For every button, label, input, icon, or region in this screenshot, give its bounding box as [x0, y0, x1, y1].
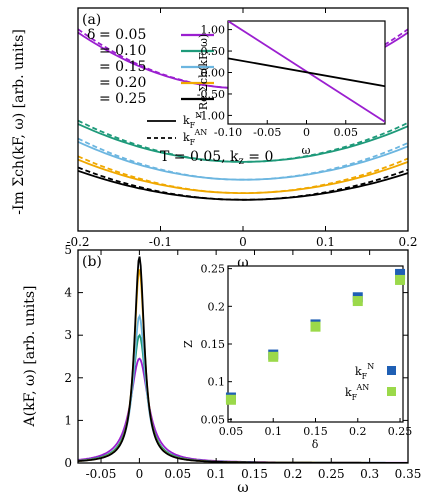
y-tick-label: 4 — [64, 286, 72, 300]
data-point-AN — [268, 351, 279, 362]
x-tick-label: 0.2 — [283, 467, 302, 481]
panel-a-annotation: T = 0.05, kz = 0 — [160, 149, 273, 167]
x-tick-label: -0.05 — [253, 126, 281, 139]
data-point-N — [395, 268, 406, 279]
series-line-dashed — [78, 137, 408, 181]
panel-b-frame — [77, 249, 409, 464]
x-tick-label: 0 — [239, 235, 247, 249]
y-tick-label: 0 — [64, 456, 72, 470]
legend-entry-label: = 0.15 — [99, 59, 146, 75]
y-tick-label: 0.50 — [201, 45, 226, 58]
x-tick-label: 0.1 — [264, 425, 282, 438]
data-point-AN — [225, 394, 236, 405]
x-tick-label: -0.1 — [149, 235, 172, 249]
panel-b: (b) -0.05 0 0.05 0.1 0.15 0.2 0.25 0.3 0.3501234… — [22, 243, 421, 496]
legend-entry-label: = 0.25 — [99, 91, 146, 107]
x-tick-label: -0.2 — [66, 235, 89, 249]
x-tick-label: 0.25 — [318, 467, 345, 481]
x-tick-label: 0.15 — [241, 467, 268, 481]
panel-a-curves — [78, 28, 408, 201]
y-tick-label: -0.50 — [197, 88, 225, 101]
inset-b-ylabel: Z — [182, 340, 195, 348]
x-tick-label: 0.3 — [360, 467, 379, 481]
y-tick-label: 0.2 — [208, 300, 226, 313]
x-tick-label: 0.05 — [164, 467, 191, 481]
y-tick-label: 1 — [64, 413, 72, 427]
linestyle-dashed-label: kFAN — [183, 128, 207, 147]
data-point-AN — [395, 274, 406, 285]
panel-b-xlabel: ω — [237, 480, 248, 496]
x-tick-label: 0.05 — [334, 126, 359, 139]
panel-b-ticks: -0.05 0 0.05 0.1 0.15 0.2 0.25 0.3 0.35 0 1 2 3 4 5 — [64, 243, 421, 481]
x-tick-label: 0.25 — [388, 425, 413, 438]
x-tick-label: 0.1 — [207, 467, 226, 481]
x-tick-label: 0 — [136, 467, 144, 481]
inset-b-legend-marker-AN — [387, 387, 396, 396]
inset-a-ticks: -0.10 -0.05 0 0.05 1.00 0.50 0.00 -0.50 -1.00 — [197, 24, 358, 139]
legend-title-delta: δ — [87, 27, 95, 43]
y-tick-label: 0.00 — [201, 67, 226, 80]
x-tick-label: 0.15 — [303, 425, 328, 438]
x-tick-label: 0.1 — [316, 235, 335, 249]
y-tick-label: 2 — [64, 371, 72, 385]
legend-entry-label: = 0.05 — [99, 27, 146, 43]
panel-a-inset: -0.10 -0.05 0 0.051.000.500.00-0.50-1.00 ω … — [197, 20, 386, 157]
panel-b-inset: 0.05 0.1 0.15 0.2 0.25 0.05 0.1 0.15 0.2 0.25 δ Z… — [182, 263, 412, 451]
inset-a-xlabel: ω — [302, 144, 311, 157]
y-tick-label: 5 — [64, 243, 72, 257]
series-line-dashed — [78, 119, 408, 163]
panel-a-ylabel: -Im Σch(kF, ω) [arb. units] — [11, 29, 27, 215]
x-tick-label: -0.10 — [214, 126, 242, 139]
inset-b-background — [227, 265, 404, 423]
x-tick-label: 0.2 — [349, 425, 367, 438]
series-line-dashed — [78, 166, 408, 201]
panel-a-xticks: -0.2 -0.1 0 0.1 0.2 — [66, 8, 418, 249]
y-tick-label: 0.25 — [201, 263, 226, 276]
x-tick-label: -0.05 — [86, 467, 117, 481]
y-tick-label: 0.1 — [208, 376, 226, 389]
y-tick-label: -1.00 — [197, 109, 225, 122]
panel-b-label: (b) — [82, 254, 102, 270]
y-tick-label: 0.15 — [201, 338, 226, 351]
data-point-AN — [352, 296, 363, 307]
x-tick-label: 0.2 — [398, 235, 417, 249]
inset-b-legend-marker-N — [387, 366, 396, 375]
inset-b-points — [225, 268, 406, 405]
inset-b-xlabel: δ — [312, 438, 319, 451]
x-tick-label: 0.05 — [219, 425, 244, 438]
panel-a: (a) -0.2 -0.1 0 0.1 0.2 ω -Im Σch(kF, ω) [ar… — [11, 7, 418, 271]
inset-b-ticks: 0.05 0.1 0.15 0.2 0.25 0.05 0.1 0.15 0.2 0.25 — [201, 263, 413, 438]
series-line-dashed — [78, 155, 408, 194]
y-tick-label: 1.00 — [201, 24, 226, 37]
y-tick-label: 3 — [64, 328, 72, 342]
inset-a-ylabel: Re Σch(kF, ω) — [197, 34, 210, 110]
x-tick-label: 0 — [303, 126, 310, 139]
panel-a-label: (a) — [82, 12, 101, 28]
panel-b-ylabel: A(kF, ω) [arb. units] — [22, 286, 38, 428]
inset-series-line — [228, 57, 385, 88]
x-tick-label: 0.35 — [395, 467, 422, 481]
legend-entry-label: = 0.20 — [99, 75, 146, 91]
legend-entry-label: = 0.10 — [99, 43, 146, 59]
panel-a-xlabel: ω — [237, 255, 248, 271]
y-tick-label: 0.05 — [201, 413, 226, 426]
inset-a-curves — [228, 21, 385, 123]
data-point-AN — [310, 321, 321, 332]
